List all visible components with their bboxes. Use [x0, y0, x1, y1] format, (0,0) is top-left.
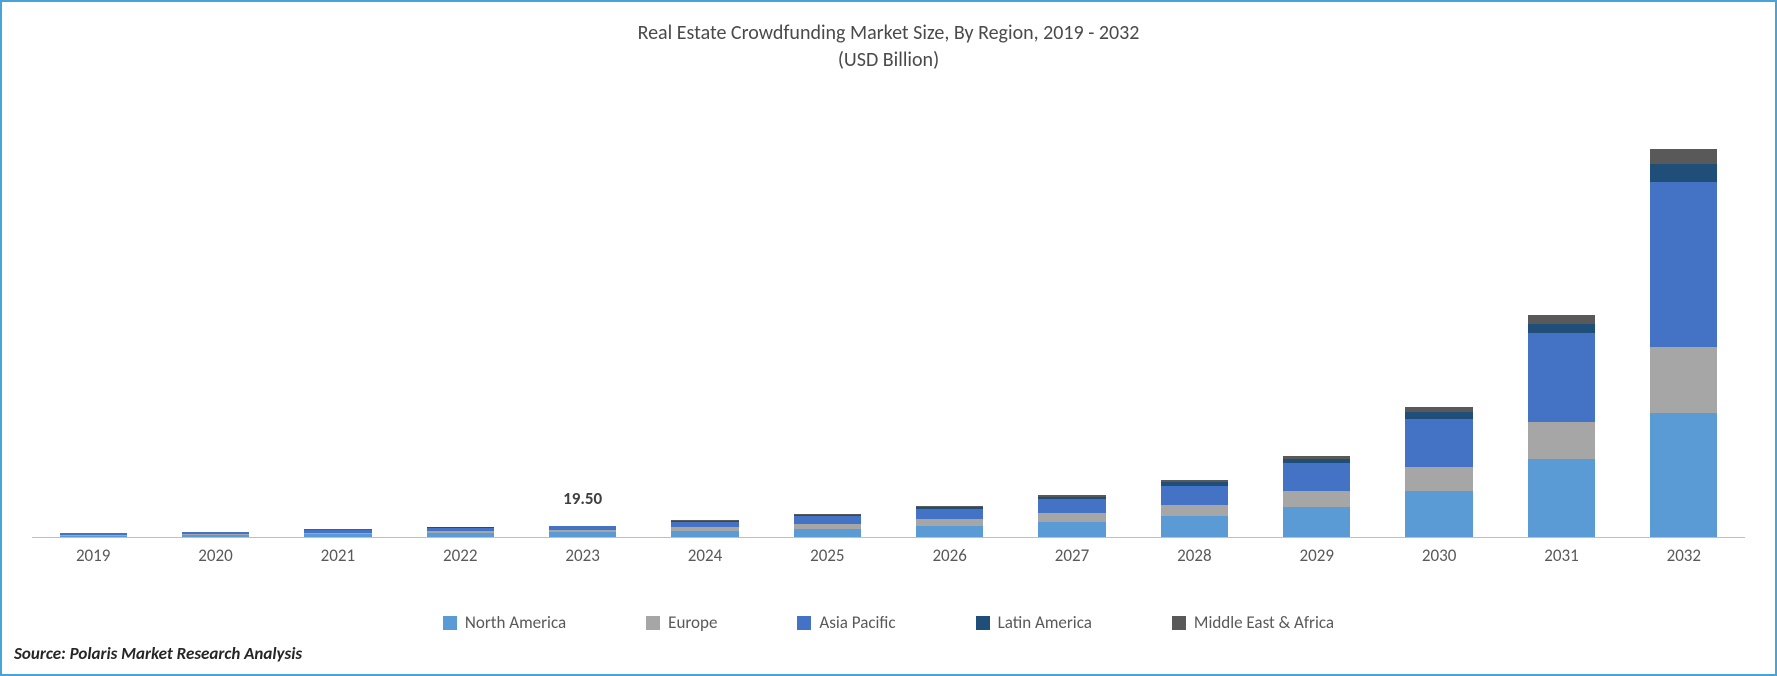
bar-segment — [1650, 347, 1717, 412]
bar-segment — [1650, 182, 1717, 348]
x-axis-label: 2030 — [1422, 545, 1456, 566]
bar-segment — [794, 529, 861, 537]
x-axis-label: 2027 — [1055, 545, 1089, 566]
bar-2027 — [1038, 495, 1105, 537]
bar-segment — [1161, 505, 1228, 517]
x-axis-label: 2019 — [76, 545, 110, 566]
bar-segment — [794, 516, 861, 524]
x-axis-label: 2024 — [688, 545, 722, 566]
bar-segment — [1528, 324, 1595, 333]
bar-segment — [1283, 463, 1350, 491]
bar-segment — [1038, 499, 1105, 513]
bar-segment — [1405, 419, 1472, 468]
bar-segment — [60, 536, 127, 537]
x-axis-label: 2023 — [565, 545, 599, 566]
legend: North America Europe Asia Pacific Latin Ame… — [2, 598, 1775, 643]
bar-segment — [1283, 491, 1350, 507]
chart-frame: Real Estate Crowdfunding Market Size, By… — [0, 0, 1777, 676]
bar-segment — [304, 534, 371, 537]
bar-segment — [1161, 486, 1228, 505]
bar-segment — [1528, 333, 1595, 422]
bar-segment — [1650, 164, 1717, 182]
bar-2025 — [794, 514, 861, 537]
x-axis-label: 2028 — [1177, 545, 1211, 566]
data-label: 19.50 — [563, 488, 602, 509]
bar-segment — [916, 509, 983, 519]
legend-swatch — [797, 616, 811, 630]
legend-label: Europe — [668, 612, 717, 633]
bar-2023 — [549, 526, 616, 538]
bar-segment — [1405, 467, 1472, 491]
chart-zone: 2019 2020 2021 2022 2023 2024 2025 2026 2027 2028… — [32, 84, 1745, 598]
bar-segment — [1650, 413, 1717, 537]
legend-item: Europe — [646, 612, 717, 633]
bar-2030 — [1405, 407, 1472, 537]
bar-2019 — [60, 533, 127, 537]
bar-2021 — [304, 529, 371, 537]
legend-label: Latin America — [998, 612, 1092, 633]
bar-segment — [549, 532, 616, 537]
legend-item: Asia Pacific — [797, 612, 895, 633]
bar-segment — [1528, 315, 1595, 323]
chart-titles: Real Estate Crowdfunding Market Size, By… — [2, 20, 1775, 74]
x-axis-label: 2022 — [443, 545, 477, 566]
bar-segment — [916, 526, 983, 537]
bar-2029 — [1283, 456, 1350, 537]
bar-segment — [1038, 522, 1105, 537]
bar-2032 — [1650, 149, 1717, 537]
bar-2020 — [182, 532, 249, 537]
legend-item: North America — [443, 612, 566, 633]
bar-2026 — [916, 506, 983, 537]
source-attribution: Source: Polaris Market Research Analysis — [2, 643, 1775, 674]
x-axis-label: 2031 — [1544, 545, 1578, 566]
bar-segment — [1161, 516, 1228, 537]
x-axis-label: 2032 — [1667, 545, 1701, 566]
legend-swatch — [976, 616, 990, 630]
x-axis-label: 2026 — [932, 545, 966, 566]
chart-title: Real Estate Crowdfunding Market Size, By… — [2, 20, 1775, 47]
legend-label: Middle East & Africa — [1194, 612, 1334, 633]
bar-2031 — [1528, 315, 1595, 537]
bar-segment — [671, 531, 738, 537]
x-axis-label: 2029 — [1300, 545, 1334, 566]
x-axis-label: 2021 — [321, 545, 355, 566]
legend-swatch — [443, 616, 457, 630]
bar-segment — [1528, 422, 1595, 459]
legend-swatch — [1172, 616, 1186, 630]
plot-area: 2019202020212022202320242025202620272028… — [32, 84, 1745, 538]
legend-item: Middle East & Africa — [1172, 612, 1334, 633]
legend-swatch — [646, 616, 660, 630]
bar-segment — [1528, 459, 1595, 537]
bar-2024 — [671, 520, 738, 537]
chart-subtitle: (USD Billion) — [2, 47, 1775, 74]
bar-segment — [182, 535, 249, 537]
bar-segment — [1650, 149, 1717, 164]
legend-label: Asia Pacific — [819, 612, 895, 633]
x-axis-label: 2020 — [198, 545, 232, 566]
bar-segment — [427, 533, 494, 537]
bar-segment — [1283, 507, 1350, 537]
bar-2028 — [1161, 480, 1228, 537]
bar-2022 — [427, 527, 494, 537]
legend-label: North America — [465, 612, 566, 633]
x-axis-label: 2025 — [810, 545, 844, 566]
legend-item: Latin America — [976, 612, 1092, 633]
bar-segment — [1405, 491, 1472, 537]
bar-segment — [1038, 513, 1105, 522]
